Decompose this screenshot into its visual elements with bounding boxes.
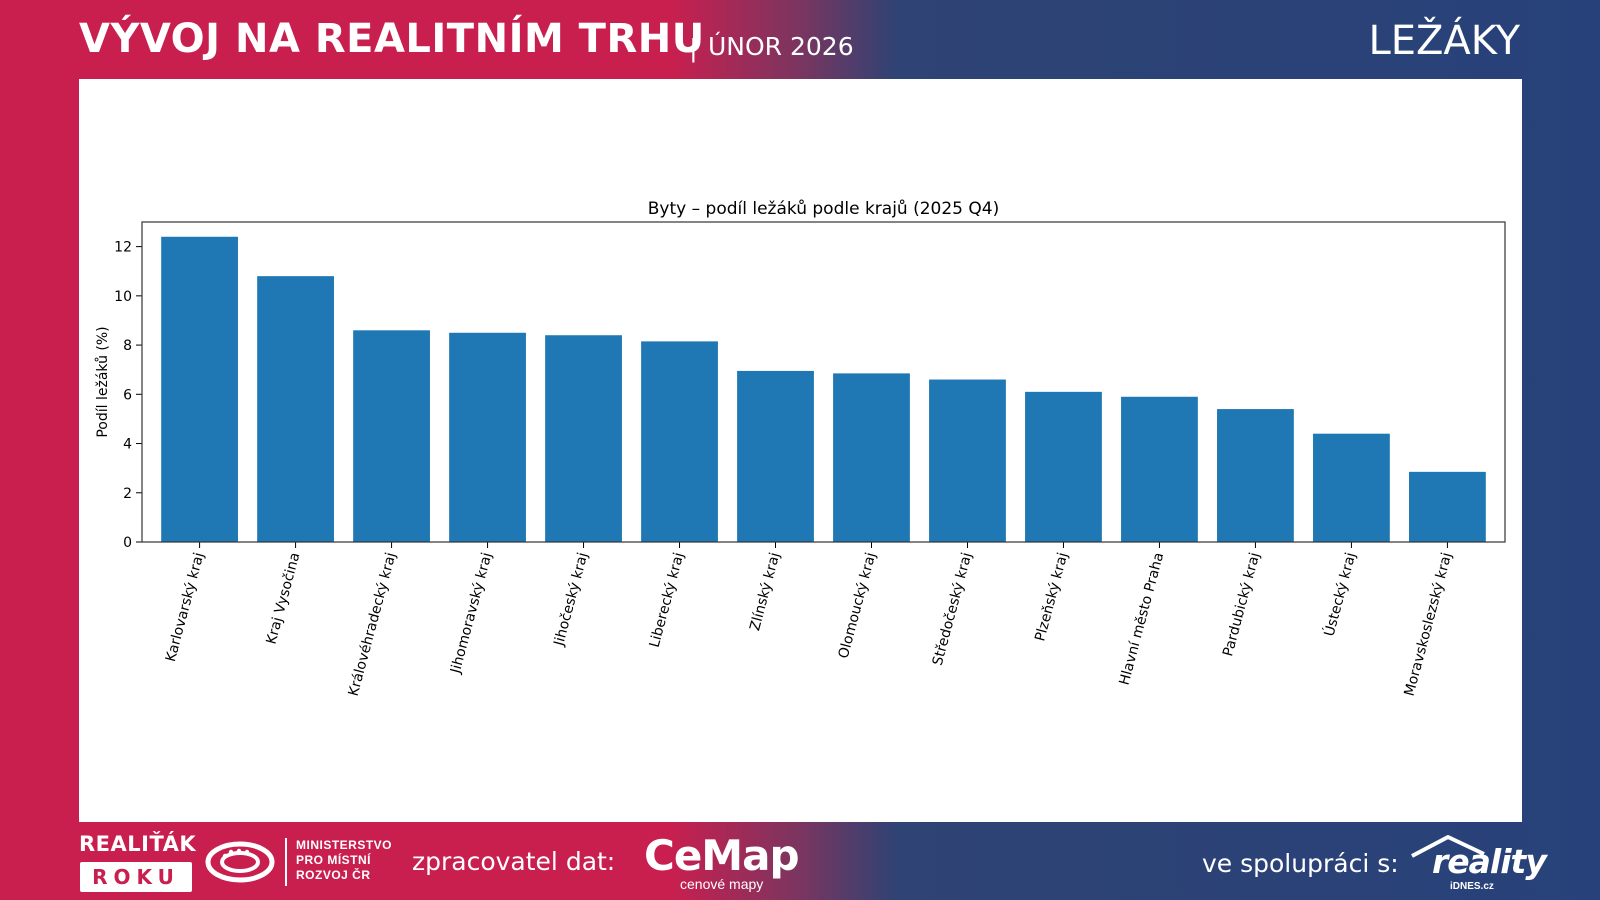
ministry-line: MINISTERSTVO — [296, 838, 393, 852]
bar — [1217, 409, 1294, 542]
x-tick-label: Středočeský kraj — [930, 551, 976, 667]
x-tick-label: Plzeňský kraj — [1032, 551, 1071, 643]
y-axis-label: Podíl ležáků (%) — [95, 326, 111, 437]
chart-title: Byty – podíl ležáků podle krajů (2025 Q4… — [648, 199, 999, 219]
x-tick-label: Pardubický kraj — [1220, 551, 1263, 658]
y-tick-label: 4 — [123, 437, 132, 453]
award-logo-text: REALIŤÁK — [79, 832, 197, 856]
bar — [929, 379, 1006, 542]
ministry-emblem-icon — [205, 841, 275, 883]
x-tick-label: Moravskoslezský kraj — [1402, 551, 1456, 698]
x-tick-label: Jihočeský kraj — [551, 551, 591, 649]
x-tick-label: Karlovarský kraj — [163, 551, 208, 664]
y-tick-label: 0 — [123, 535, 132, 551]
x-tick-label: Královéhradecký kraj — [346, 551, 400, 698]
chart-panel: Byty – podíl ležáků podle krajů (2025 Q4… — [79, 79, 1522, 822]
x-tick-label: Jihomoravský kraj — [448, 551, 496, 676]
bar — [257, 276, 334, 542]
award-logo-badge: ROKU — [80, 862, 192, 892]
cemap-logo-text: CeMap — [644, 831, 800, 880]
bar — [449, 332, 526, 542]
bar-chart: Byty – podíl ležáků podle krajů (2025 Q4… — [95, 199, 1506, 698]
processor-label: zpracovatel dat: — [412, 847, 616, 876]
plot-frame — [141, 221, 1506, 543]
y-tick-label: 8 — [123, 338, 132, 354]
cooperation-label: ve spolupráci s: — [1202, 849, 1399, 878]
y-tick-label: 2 — [123, 486, 132, 502]
report-date: ÚNOR 2026 — [708, 32, 854, 61]
page-title: VÝVOJ NA REALITNÍM TRHU — [79, 16, 705, 62]
x-tick-label: Hlavní město Praha — [1117, 551, 1168, 687]
ministry-line: ROZVOJ ČR — [296, 868, 371, 882]
title-separator: | — [690, 33, 697, 63]
reality-logo-subtitle: iDNES.cz — [1450, 881, 1494, 892]
bar — [545, 335, 622, 542]
x-tick-label: Olomoucký kraj — [836, 551, 880, 660]
y-tick-label: 10 — [114, 289, 132, 305]
section-title: LEŽÁKY — [1368, 18, 1520, 64]
house-roof-icon — [1411, 835, 1485, 858]
bar — [1409, 471, 1486, 542]
bar — [641, 341, 718, 542]
bar — [161, 236, 238, 542]
ministry-line: PRO MÍSTNÍ — [296, 853, 372, 867]
bar — [353, 330, 430, 542]
bar — [737, 370, 814, 542]
reality-logo-text: reality — [1432, 842, 1547, 881]
cemap-logo-subtitle: cenové mapy — [680, 876, 764, 892]
x-tick-label: Zlínský kraj — [747, 551, 783, 633]
y-tick-label: 12 — [114, 240, 132, 256]
y-tick-label: 6 — [123, 387, 132, 403]
bar — [1313, 433, 1390, 542]
ministry-divider — [285, 838, 287, 886]
x-tick-label: Liberecký kraj — [647, 551, 688, 649]
bar — [1121, 396, 1198, 542]
x-tick-label: Kraj Vysočina — [264, 551, 304, 646]
ministry-name: MINISTERSTVO PRO MÍSTNÍ ROZVOJ ČR — [296, 838, 392, 883]
bar — [833, 373, 910, 542]
bar — [1025, 391, 1102, 542]
x-tick-label: Ústecký kraj — [1320, 550, 1360, 638]
